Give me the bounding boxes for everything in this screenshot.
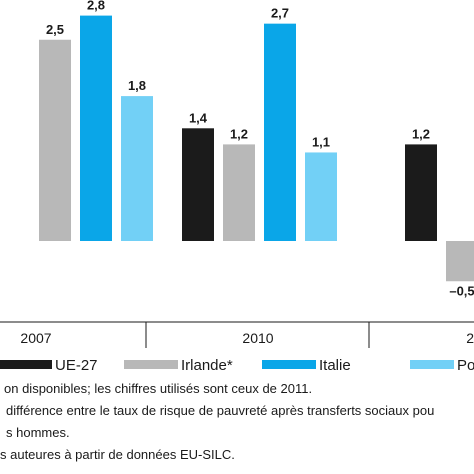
bar-irlande-2007 — [39, 39, 71, 241]
category-label-2013: 2 — [466, 330, 474, 346]
legend-swatch-italie — [262, 360, 316, 369]
legend-swatch-irlande — [124, 360, 178, 369]
value-label-ue27-2013: 1,2 — [412, 126, 430, 141]
legend-swatch-ue27 — [0, 360, 52, 369]
value-label-irlande-2010: 1,2 — [230, 126, 248, 141]
bar-irlande-2010 — [223, 144, 255, 241]
bar-ue27-2013 — [405, 144, 437, 241]
note-line-1: on disponibles; les chiffres utilisés so… — [4, 381, 313, 396]
chart-notes: on disponibles; les chiffres utilisés so… — [0, 378, 474, 466]
note-line-4: s auteures à partir de données EU-SILC. — [0, 447, 235, 462]
bar-po-2007 — [121, 96, 153, 241]
legend-label-irlande: Irlande* — [181, 357, 233, 374]
note-line-2: différence entre le taux de risque de pa… — [6, 403, 435, 418]
category-label-2010: 2010 — [242, 330, 273, 346]
bar-irlande-2013 — [446, 241, 474, 282]
bar-italie-2010 — [264, 23, 296, 242]
legend-label-italie: Italie — [319, 357, 351, 374]
bar-italie-2007 — [80, 15, 112, 241]
value-label-ue27-2010: 1,4 — [189, 110, 208, 125]
legend-label-po: Po — [457, 357, 474, 374]
value-label-italie-2010: 2,7 — [271, 6, 289, 21]
legend-swatch-po — [410, 360, 454, 369]
value-label-po-2010: 1,1 — [312, 134, 330, 149]
category-label-2007: 2007 — [20, 330, 51, 346]
value-label-po-2007: 1,8 — [128, 78, 146, 93]
value-label-irlande-2013: –0,5 — [449, 283, 474, 298]
legend-label-ue27: UE-27 — [55, 357, 98, 374]
value-label-italie-2007: 2,8 — [87, 0, 105, 13]
bar-chart: 1,4 1,2 2,5 1,2 –0,5 2,8 2,7 1,8 1,1 2007 2010 2 UE-… — [0, 0, 474, 374]
value-label-irlande-2007: 2,5 — [46, 22, 64, 37]
bar-po-2010 — [305, 152, 337, 241]
bar-ue27-2010 — [182, 128, 214, 241]
note-line-3: s hommes. — [6, 425, 70, 440]
